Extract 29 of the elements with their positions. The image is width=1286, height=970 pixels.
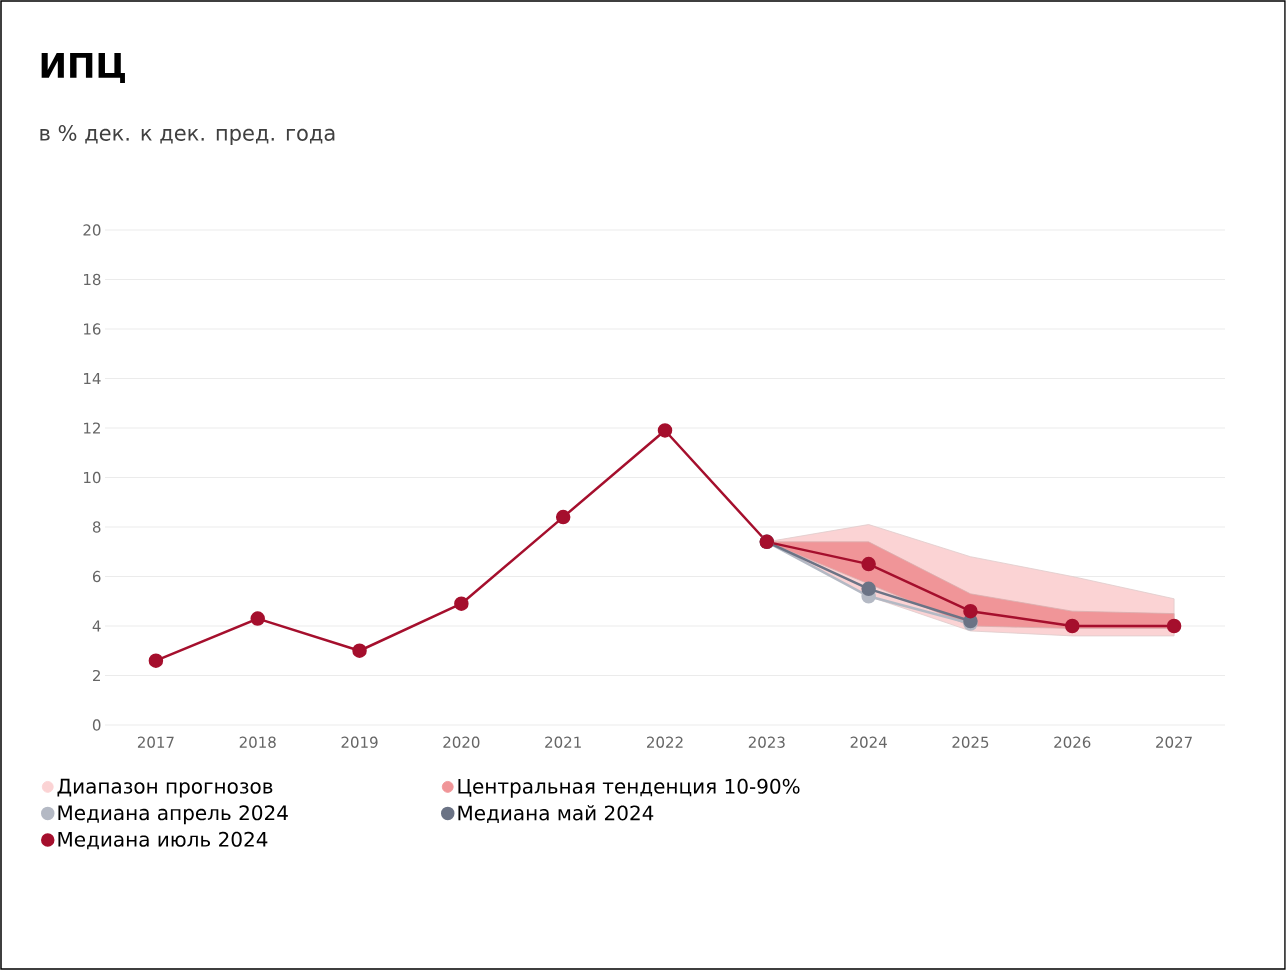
x-tick-label: 2023 [748, 736, 785, 748]
y-tick-label: 12 [84, 422, 100, 434]
legend-label: Медиана апрель 2024 [58, 805, 288, 825]
y-tick-label: 14 [84, 373, 101, 384]
x-tick-label: 2017 [137, 736, 174, 748]
x-tick-label: 2027 [1156, 736, 1192, 748]
y-tick-label: 2 [93, 669, 100, 682]
legend-label: Медиана май 2024 [458, 805, 654, 823]
x-tick-label: 2021 [545, 736, 581, 748]
y-tick-label: 16 [84, 323, 101, 335]
x-tick-label: 2024 [850, 736, 887, 748]
x-tick-label: 2020 [443, 736, 480, 748]
legend-label: Диапазон прогнозов [57, 778, 273, 798]
y-tick-label: 8 [92, 521, 101, 533]
x-tick-label: 2025 [952, 736, 989, 748]
x-tick-label: 2022 [647, 736, 683, 748]
x-tick-label: 2018 [239, 736, 276, 748]
chart-subtitle: в % дек. к дек. пред. года [40, 125, 335, 145]
x-tick-label: 2019 [341, 736, 378, 748]
legend-label: Медиана июль 2024 [58, 831, 268, 850]
y-tick-label: 20 [83, 224, 101, 236]
legend-label: Центральная тенденция 10-90% [458, 778, 800, 798]
x-tick-label: 2026 [1054, 736, 1091, 748]
chart-title: ИПЦ [41, 52, 125, 84]
y-tick-label: 10 [84, 471, 101, 484]
y-tick-label: 6 [92, 570, 101, 583]
y-tick-label: 4 [92, 620, 101, 632]
y-tick-label: 0 [92, 719, 101, 731]
y-tick-label: 18 [84, 273, 101, 286]
